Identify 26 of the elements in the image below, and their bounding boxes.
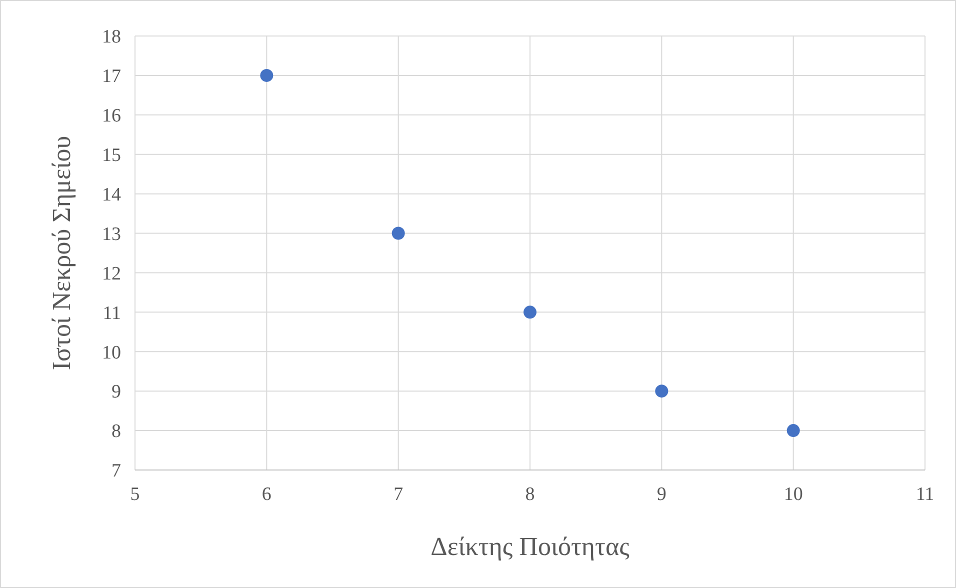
point — [786, 424, 800, 438]
y-tick-label: 13 — [102, 224, 121, 245]
y-tick-label: 14 — [102, 184, 122, 206]
x-tick-label: 6 — [262, 484, 272, 505]
y-tick-label: 7 — [112, 460, 121, 482]
y-tick-label: 9 — [112, 382, 121, 403]
point — [260, 68, 274, 82]
y-tick-label: 8 — [112, 421, 121, 442]
x-tick-label: 9 — [656, 484, 666, 505]
y-tick-label: 11 — [102, 302, 121, 324]
y-tick-label: 17 — [102, 66, 121, 88]
x-tick-label: 11 — [916, 484, 934, 505]
y-tick-label: 18 — [102, 26, 121, 48]
x-tick-label: 7 — [394, 484, 404, 505]
x-tick-label: 10 — [784, 484, 803, 505]
point — [655, 384, 668, 398]
y-tick-label: 15 — [102, 145, 121, 166]
y-axis-title: Ιστοί Νεκρού Σημείου — [47, 136, 76, 370]
point — [524, 306, 536, 319]
point — [392, 226, 405, 240]
x-axis-title: Δείκτης Ποιότητας — [430, 532, 630, 561]
y-tick-label: 16 — [102, 106, 121, 127]
y-tick-label: 10 — [102, 342, 121, 364]
x-tick-label: 5 — [130, 484, 140, 505]
y-tick-label: 12 — [102, 263, 121, 284]
x-tick-label: 8 — [525, 484, 535, 505]
